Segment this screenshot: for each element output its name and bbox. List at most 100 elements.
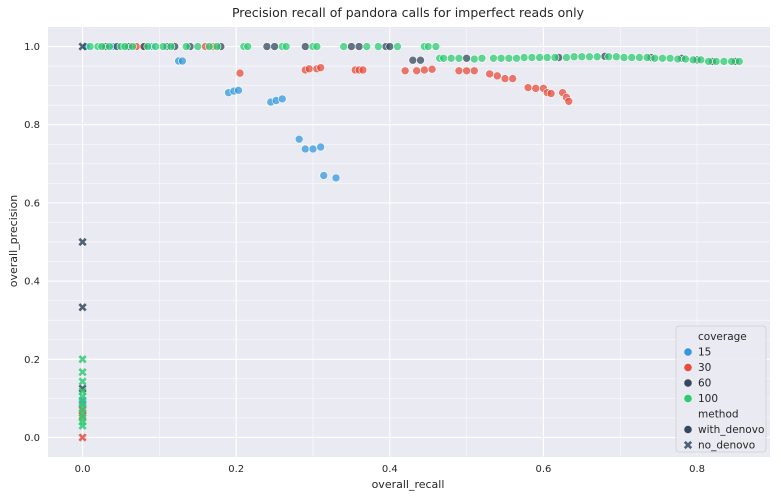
data-point: [301, 42, 310, 51]
legend-style-title: method: [698, 409, 739, 421]
data-point: [665, 53, 675, 63]
data-point: [446, 53, 456, 63]
data-point: [301, 144, 310, 154]
data-point: [727, 57, 736, 66]
data-point: [469, 54, 479, 64]
data-points: [78, 42, 744, 442]
data-point: [204, 42, 214, 51]
data-point: [642, 53, 652, 62]
data-point: [416, 55, 425, 65]
data-point: [143, 42, 153, 51]
data-point: [319, 171, 329, 180]
data-point: [508, 74, 517, 83]
data-point: [688, 55, 698, 65]
data-point: [423, 42, 433, 51]
data-point: [362, 42, 372, 51]
data-point: [212, 42, 222, 51]
legend-label: no_denovo: [698, 440, 755, 452]
legend-marker: [684, 379, 692, 387]
data-point: [512, 53, 521, 63]
data-point: [412, 66, 421, 76]
legend-label: 15: [698, 347, 711, 359]
data-point: [316, 142, 325, 152]
legend: coverage 15 30 60 100 method with_denovo no_den…: [675, 325, 767, 453]
data-point: [431, 42, 441, 51]
y-tick-label: 0.8: [24, 120, 40, 131]
data-point: [604, 52, 614, 62]
data-point: [78, 303, 87, 312]
data-point: [78, 433, 87, 442]
data-point: [270, 42, 279, 51]
data-point: [696, 55, 706, 65]
data-point: [462, 66, 471, 76]
y-tick-label: 0.0: [24, 433, 40, 444]
legend-marker: [684, 348, 692, 356]
x-tick-label: 0.8: [689, 464, 705, 475]
data-point: [408, 55, 418, 65]
data-point: [719, 57, 729, 66]
x-tick-label: 0.2: [228, 464, 244, 475]
data-point: [166, 42, 176, 51]
data-point: [650, 53, 660, 63]
data-point: [485, 69, 494, 79]
data-point: [105, 42, 114, 51]
data-point: [373, 42, 383, 51]
x-ticks: 0.0 0.2 0.4 0.6 0.8: [75, 464, 705, 475]
y-tick-label: 1.0: [24, 42, 40, 53]
y-tick-label: 0.6: [24, 198, 40, 209]
legend-marker: [683, 440, 693, 450]
data-point: [550, 53, 560, 62]
legend-label: with_denovo: [698, 424, 764, 436]
y-tick-label: 0.2: [24, 355, 40, 366]
data-point: [78, 368, 87, 377]
data-point: [316, 63, 325, 72]
data-point: [592, 52, 602, 62]
legend-marker: [684, 394, 692, 403]
data-point: [469, 66, 479, 76]
data-point: [500, 74, 510, 83]
data-point: [427, 64, 437, 74]
data-point: [151, 42, 160, 51]
grid: [48, 27, 775, 457]
data-point: [681, 54, 690, 64]
data-point: [734, 57, 744, 66]
data-point: [97, 42, 107, 51]
data-point: [504, 53, 514, 63]
data-point: [243, 42, 253, 51]
data-point: [158, 42, 168, 51]
data-point: [181, 42, 191, 51]
legend-hue-title: coverage: [698, 331, 747, 343]
data-point: [612, 52, 621, 62]
data-point: [78, 355, 87, 364]
data-point: [569, 52, 579, 62]
data-point: [439, 53, 448, 63]
data-point: [493, 71, 502, 81]
data-point: [358, 65, 368, 75]
data-point: [462, 53, 471, 63]
data-point: [546, 89, 556, 98]
data-point: [496, 53, 506, 63]
data-point: [585, 52, 594, 62]
data-point: [658, 53, 667, 63]
data-point: [619, 53, 629, 62]
legend-label: 60: [698, 378, 711, 390]
data-point: [489, 53, 498, 63]
y-tick-label: 0.4: [24, 277, 40, 288]
data-point: [262, 42, 272, 51]
data-point: [304, 64, 314, 74]
data-point: [454, 66, 464, 76]
data-point: [519, 53, 529, 62]
legend-label: 100: [698, 393, 718, 405]
legend-label: 30: [698, 362, 711, 374]
data-point: [535, 53, 544, 62]
data-point: [234, 86, 243, 95]
data-point: [85, 42, 95, 51]
legend-marker: [684, 363, 692, 372]
chart-title: Precision recall of pandora calls for im…: [232, 5, 585, 20]
legend-box: [675, 325, 767, 453]
data-point: [711, 57, 721, 66]
data-point: [312, 42, 322, 51]
data-point: [294, 134, 304, 144]
legend-marker: [684, 425, 692, 434]
